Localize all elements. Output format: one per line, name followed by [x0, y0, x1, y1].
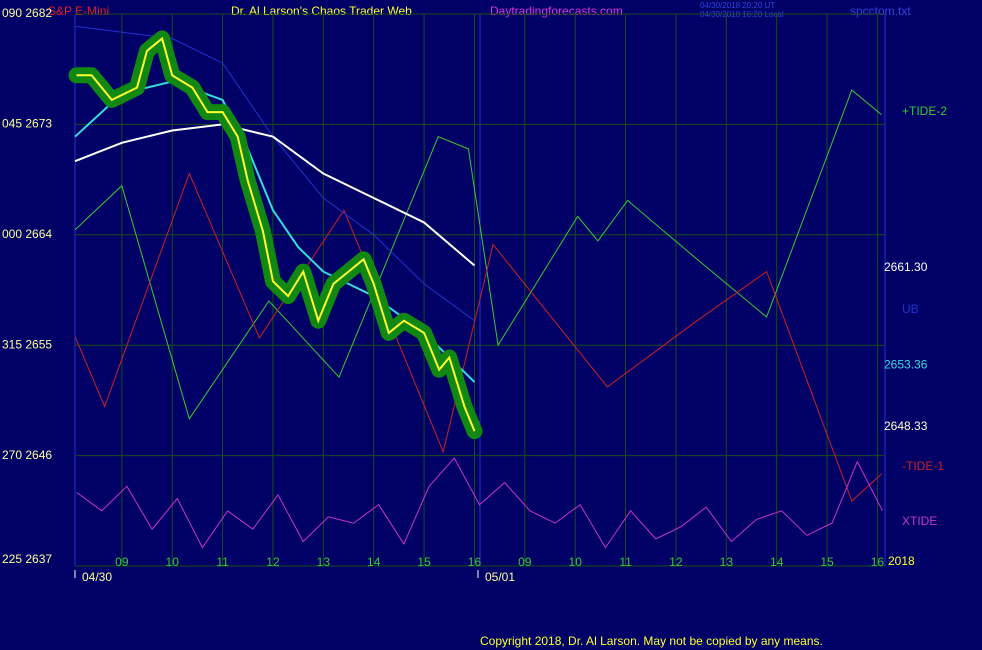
legend-label: +TIDE-2	[902, 104, 947, 118]
copyright: Copyright 2018, Dr. Al Larson. May not b…	[480, 634, 823, 648]
y-tick-label: 045 2673	[2, 117, 52, 131]
price-label: 2653.36	[884, 357, 928, 371]
series-line	[74, 89, 882, 420]
timestamp: 04/30/2018 16:20 Local	[700, 10, 784, 19]
y-tick-label: 225 2637	[2, 552, 52, 566]
legend-label: -TIDE-1	[902, 459, 944, 473]
y-tick-label: 000 2664	[2, 227, 52, 241]
y-tick-label: 270 2646	[2, 448, 52, 462]
date-label: 05/01	[485, 570, 515, 584]
x-tick-label: 09	[115, 555, 129, 569]
x-tick-label: 14	[770, 555, 784, 569]
series-line	[74, 172, 882, 502]
y-tick-label: 315 2655	[2, 337, 52, 351]
series-line	[74, 80, 476, 383]
series-line	[76, 36, 476, 432]
x-tick-label: 10	[166, 555, 180, 569]
x-tick-label: 12	[669, 555, 683, 569]
x-tick-label: 11	[619, 555, 632, 569]
x-tick-label: 09	[518, 555, 532, 569]
timestamp: 04/30/2018 20:20 UT	[700, 1, 775, 10]
price-label: 2661.30	[884, 260, 928, 274]
site: Daytradingforecasts.com	[490, 4, 623, 18]
chart-title: Dr. Al Larson's Chaos Trader Web	[231, 4, 412, 18]
x-tick-label: 12	[266, 555, 280, 569]
price-label: 2648.33	[884, 419, 928, 433]
series-line	[74, 123, 476, 267]
x-tick-label: 13	[317, 555, 331, 569]
legend-label: XTIDE	[902, 514, 937, 528]
series-line	[74, 25, 475, 322]
x-tick-label: 14	[367, 555, 381, 569]
series-line	[76, 457, 883, 549]
file-name: spcctom.txt	[850, 4, 911, 18]
date-label: 04/30	[82, 570, 112, 584]
x-tick-label: 16	[468, 555, 482, 569]
legend-label: UB	[902, 302, 919, 316]
x-tick-label: 16	[871, 555, 885, 569]
symbol: S&P E-Mini	[48, 4, 109, 18]
x-tick-label: 10	[569, 555, 583, 569]
year: 2018	[888, 554, 915, 568]
x-tick-label: 11	[216, 555, 229, 569]
x-tick-label: 15	[417, 555, 431, 569]
x-tick-label: 15	[820, 555, 834, 569]
y-tick-label: 090 2682	[2, 6, 52, 20]
x-tick-label: 13	[720, 555, 734, 569]
